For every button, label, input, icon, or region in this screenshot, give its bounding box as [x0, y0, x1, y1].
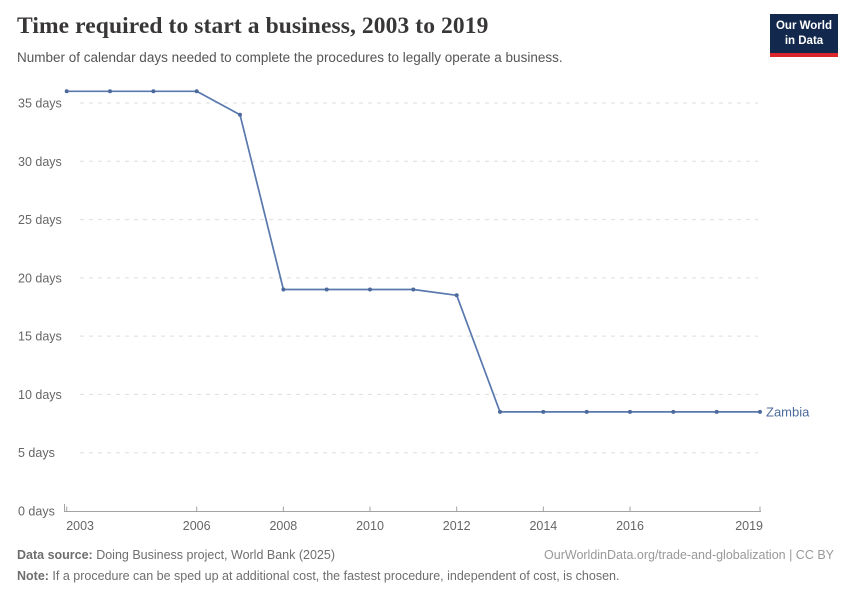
- data-point: [454, 293, 459, 298]
- data-source-label: Data source:: [17, 548, 93, 562]
- footer-note-row: Note: If a procedure can be sped up at a…: [17, 567, 834, 585]
- data-point: [628, 409, 632, 414]
- data-point: [498, 409, 502, 414]
- owid-logo-stripe: [770, 53, 838, 58]
- x-tick-label: 2016: [616, 519, 644, 533]
- data-point: [671, 409, 676, 414]
- x-tick-label: 2010: [356, 519, 384, 533]
- x-tick-label: 2019: [735, 519, 763, 533]
- owid-logo-line2: in Data: [784, 35, 824, 48]
- x-tick-label: 2006: [183, 519, 211, 533]
- x-tick-label: 2014: [529, 519, 557, 533]
- data-point: [151, 89, 156, 94]
- x-tick-label: 2008: [269, 519, 297, 533]
- y-tick-label: 5 days: [18, 446, 55, 460]
- data-point: [64, 89, 69, 94]
- page-title: Time required to start a business, 2003 …: [17, 13, 489, 39]
- data-point: [584, 409, 589, 414]
- data-point: [238, 112, 242, 117]
- y-tick-label: 30 days: [18, 155, 62, 169]
- data-point: [368, 287, 372, 292]
- y-tick-label: 0 days: [18, 505, 55, 519]
- entity-label[interactable]: Zambia: [766, 404, 810, 419]
- data-point: [324, 287, 329, 292]
- owid-url-link[interactable]: OurWorldinData.org/trade-and-globalizati…: [544, 548, 834, 562]
- data-source-text: Doing Business project, World Bank (2025…: [92, 548, 335, 562]
- y-tick-label: 15 days: [18, 330, 62, 344]
- x-tick-label: 2003: [66, 519, 94, 533]
- owid-logo-line1: Our World: [775, 20, 832, 32]
- y-tick-label: 10 days: [18, 388, 62, 402]
- data-point: [541, 409, 546, 414]
- note-text: If a procedure can be sped up at additio…: [48, 569, 620, 584]
- data-point: [714, 409, 719, 414]
- y-tick-label: 35 days: [18, 97, 62, 111]
- note-label: Note:: [17, 569, 49, 584]
- owid-logo-box: Our World in Data: [770, 14, 838, 54]
- data-source: Data source: Doing Business project, Wor…: [17, 546, 335, 564]
- chart-footer: Data source: Doing Business project, Wor…: [17, 546, 834, 585]
- owid-logo[interactable]: Our World in Data: [770, 14, 838, 58]
- data-point: [108, 89, 112, 94]
- data-point: [758, 409, 762, 414]
- data-point: [194, 89, 199, 94]
- x-tick-label: 2012: [443, 519, 471, 533]
- data-line-zambia: [65, 90, 761, 413]
- y-tick-label: 25 days: [18, 213, 62, 227]
- data-point: [281, 287, 286, 292]
- chart-subtitle: Number of calendar days needed to comple…: [17, 50, 563, 65]
- data-point: [411, 287, 416, 292]
- y-tick-label: 20 days: [18, 271, 62, 285]
- footer-source-row: Data source: Doing Business project, Wor…: [17, 546, 834, 564]
